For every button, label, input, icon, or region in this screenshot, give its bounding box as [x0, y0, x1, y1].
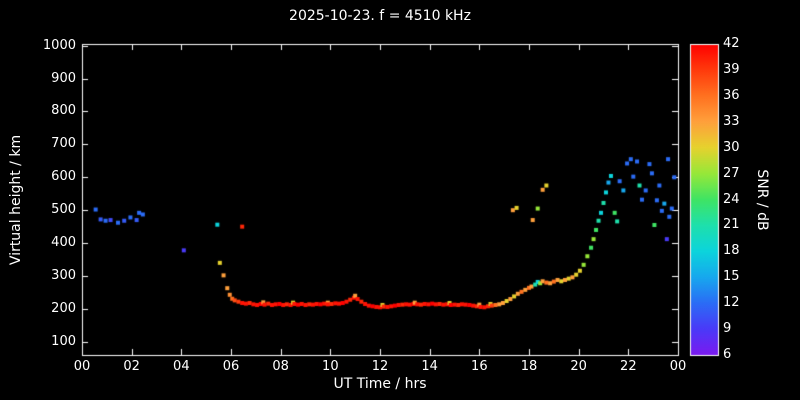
colorbar-label: SNR / dB — [754, 169, 770, 231]
colorbar-tick-label: 33 — [723, 113, 740, 129]
y-tick-label: 200 — [51, 300, 76, 316]
colorbar-tick-label: 15 — [723, 269, 740, 285]
x-tick-label: 04 — [173, 359, 190, 374]
x-tick-label: 00 — [669, 359, 687, 374]
colorbar-tick-label: 12 — [723, 295, 740, 311]
colorbar-tick-label: 39 — [723, 61, 740, 77]
x-tick-label: 18 — [520, 359, 538, 374]
y-tick-label: 300 — [51, 268, 76, 284]
x-tick-label: 02 — [123, 359, 140, 374]
x-tick-label: 22 — [620, 359, 637, 374]
y-tick-label: 900 — [51, 70, 76, 86]
x-tick-label: 16 — [471, 359, 488, 374]
x-tick-label: 20 — [570, 359, 587, 374]
x-tick-label: 14 — [421, 359, 438, 374]
x-tick-label: 12 — [371, 359, 389, 374]
y-tick-label: 1000 — [42, 37, 76, 53]
x-tick-label: 00 — [73, 359, 91, 374]
y-axis-label: Virtual height / km — [8, 134, 24, 266]
y-tick-label: 400 — [51, 235, 76, 251]
colorbar-tick-label: 30 — [723, 139, 740, 155]
x-tick-label: 10 — [322, 359, 339, 374]
y-tick-label: 700 — [51, 136, 76, 152]
colorbar-tick-label: 27 — [723, 165, 740, 181]
colorbar-tick-label: 24 — [723, 191, 740, 207]
colorbar-tick-label: 42 — [723, 36, 740, 51]
colorbar-tick-label: 18 — [723, 243, 740, 259]
y-tick-label: 500 — [51, 202, 76, 218]
colorbar-tick-label: 6 — [723, 347, 732, 362]
x-axis-label: UT Time / hrs — [333, 376, 427, 392]
colorbar-tick-label: 21 — [723, 217, 740, 233]
colorbar-tick-label: 36 — [723, 87, 740, 103]
y-tick-label: 600 — [51, 169, 76, 185]
y-tick-label: 800 — [51, 103, 76, 119]
x-tick-label: 08 — [272, 359, 289, 374]
y-tick-label: 100 — [51, 333, 76, 349]
colorbar-tick-label: 9 — [723, 321, 732, 337]
x-tick-label: 06 — [222, 359, 240, 374]
